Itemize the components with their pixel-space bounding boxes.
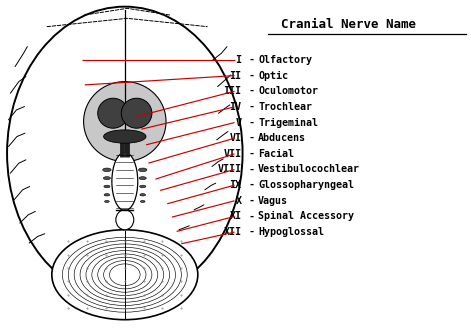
Text: -: -: [249, 196, 255, 206]
Text: Vestibulocochlear: Vestibulocochlear: [258, 165, 360, 174]
Text: Vagus: Vagus: [258, 196, 288, 206]
Ellipse shape: [112, 153, 138, 210]
Ellipse shape: [84, 82, 166, 162]
Text: Glossopharyngeal: Glossopharyngeal: [258, 180, 354, 190]
Ellipse shape: [104, 185, 110, 188]
Text: -: -: [249, 118, 255, 128]
Text: Hypoglossal: Hypoglossal: [258, 227, 324, 237]
Text: VI: VI: [230, 133, 242, 143]
Text: VIII: VIII: [218, 165, 242, 174]
Ellipse shape: [52, 230, 198, 320]
Text: Olfactory: Olfactory: [258, 55, 312, 65]
Ellipse shape: [103, 168, 111, 171]
Text: Spinal Accessory: Spinal Accessory: [258, 211, 354, 221]
Ellipse shape: [104, 130, 146, 143]
Text: Optic: Optic: [258, 71, 288, 81]
Text: XI: XI: [230, 211, 242, 221]
Text: -: -: [249, 133, 255, 143]
Text: Trochlear: Trochlear: [258, 102, 312, 112]
Ellipse shape: [104, 193, 110, 196]
Text: Cranial Nerve Name: Cranial Nerve Name: [281, 18, 416, 32]
Ellipse shape: [138, 168, 147, 171]
Text: Abducens: Abducens: [258, 133, 306, 143]
Text: IV: IV: [230, 102, 242, 112]
Text: -: -: [249, 180, 255, 190]
Ellipse shape: [122, 98, 152, 128]
Text: Oculomotor: Oculomotor: [258, 86, 318, 96]
Ellipse shape: [105, 200, 109, 202]
Text: -: -: [249, 55, 255, 65]
Text: -: -: [249, 102, 255, 112]
Text: III: III: [224, 86, 242, 96]
Ellipse shape: [104, 176, 110, 180]
Text: I: I: [236, 55, 242, 65]
Text: VII: VII: [224, 149, 242, 159]
Text: V: V: [236, 118, 242, 128]
Text: IX: IX: [230, 180, 242, 190]
Ellipse shape: [140, 193, 146, 196]
Text: -: -: [249, 149, 255, 159]
Ellipse shape: [139, 176, 146, 180]
Text: -: -: [249, 227, 255, 237]
Ellipse shape: [139, 185, 146, 188]
Text: X: X: [236, 196, 242, 206]
Text: -: -: [249, 211, 255, 221]
Ellipse shape: [98, 98, 128, 128]
Ellipse shape: [140, 200, 145, 202]
Text: -: -: [249, 86, 255, 96]
Text: II: II: [230, 71, 242, 81]
Ellipse shape: [7, 7, 243, 300]
Text: Facial: Facial: [258, 149, 294, 159]
Text: XII: XII: [224, 227, 242, 237]
Text: Trigeminal: Trigeminal: [258, 118, 318, 128]
Text: -: -: [249, 165, 255, 174]
Ellipse shape: [116, 210, 134, 230]
Text: -: -: [249, 71, 255, 81]
